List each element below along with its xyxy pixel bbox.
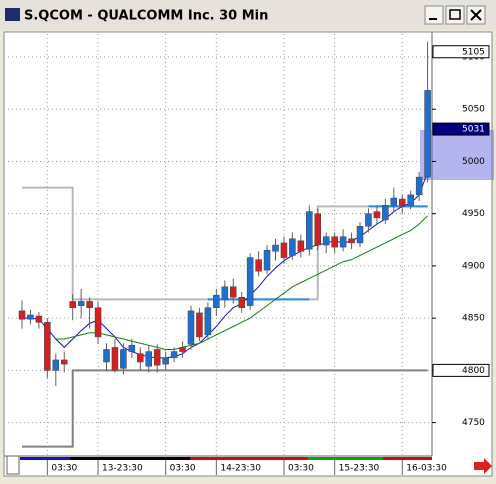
candle-body [339,236,347,248]
candle-body [424,90,431,178]
candle-body [86,301,93,308]
x-tick-label: 03:30 [170,464,196,474]
candle-body [263,249,271,271]
maximize-button[interactable] [445,5,465,25]
x-tick-label: 13-23:30 [102,464,143,474]
price-marker-label: 5105 [462,47,485,57]
candle-body [52,359,60,371]
x-tick-label: 15-23:30 [339,464,380,474]
candle-body [322,236,330,246]
candle-body [27,314,34,320]
level-line [22,369,428,448]
candle-body [365,213,372,227]
candle-body [331,236,338,248]
price-marker-box [432,122,490,136]
candle-body [221,286,229,300]
candle-body [18,310,26,320]
candle-body [204,307,212,336]
candle-body [306,211,313,250]
price-marker-box [432,45,490,59]
candle-body [314,213,321,246]
candle-body [272,244,279,252]
candle-body [297,240,305,252]
candle-body [128,345,136,352]
y-tick-label: 4900 [462,261,485,271]
candle-body [255,259,262,272]
candle-body [348,238,355,244]
window-title: S.QCOM - QUALCOMM Inc. 30 Min [24,9,268,24]
time-strip [20,457,432,460]
price-marker-label: 5031 [462,125,485,135]
plot: 4750480048504900495050005050510003:3013-… [8,34,490,475]
chart-panel [3,31,493,477]
price-selection[interactable] [420,130,494,180]
scroll-box[interactable] [6,455,20,475]
candle-body [415,176,423,196]
x-tick-label: 03:30 [288,464,314,474]
candle-body [170,351,178,359]
candle-body [230,286,237,298]
candle-body [280,242,288,258]
candle-body [162,357,169,365]
candle-body [390,197,398,206]
x-tick-label: 16-03:30 [406,464,447,474]
y-tick-label: 4750 [462,418,485,428]
candle-body [213,294,220,308]
y-tick-label: 5000 [462,157,485,167]
candle-body [111,347,119,371]
candle-body [187,310,195,345]
candle-body [103,349,110,363]
candle-body [399,198,406,206]
candle-body [120,349,127,369]
x-tick-label: 03:30 [51,464,77,474]
candle-body [69,301,76,308]
y-tick-label: 4950 [462,209,485,219]
price-marker-label: 4800 [462,366,485,376]
y-tick-label: 5050 [462,105,485,115]
candle-body [61,359,68,365]
candle-body [145,351,152,367]
candle-body [179,347,186,352]
candle-body [238,297,245,308]
moving-average [55,215,428,350]
candle-body [407,194,414,206]
candle-body [77,301,85,306]
candle-body [35,315,43,323]
candle-body [44,322,51,371]
scroll-right-arrow[interactable] [474,458,492,474]
candle-body [246,257,254,306]
minimize-button[interactable] [424,5,444,25]
candle-body [382,205,389,221]
app-icon[interactable] [5,8,20,21]
candle-body [289,238,296,256]
candle-body [137,353,144,363]
candle-body [94,307,102,338]
candle-body [153,349,161,366]
candle-body [373,211,381,219]
price-marker-box [432,363,490,377]
candle-body [196,312,203,338]
title-bar [0,0,496,30]
close-button[interactable] [466,5,486,25]
candle-body [356,225,364,244]
y-tick-label: 4850 [462,314,485,324]
x-tick-label: 14-23:30 [220,464,261,474]
